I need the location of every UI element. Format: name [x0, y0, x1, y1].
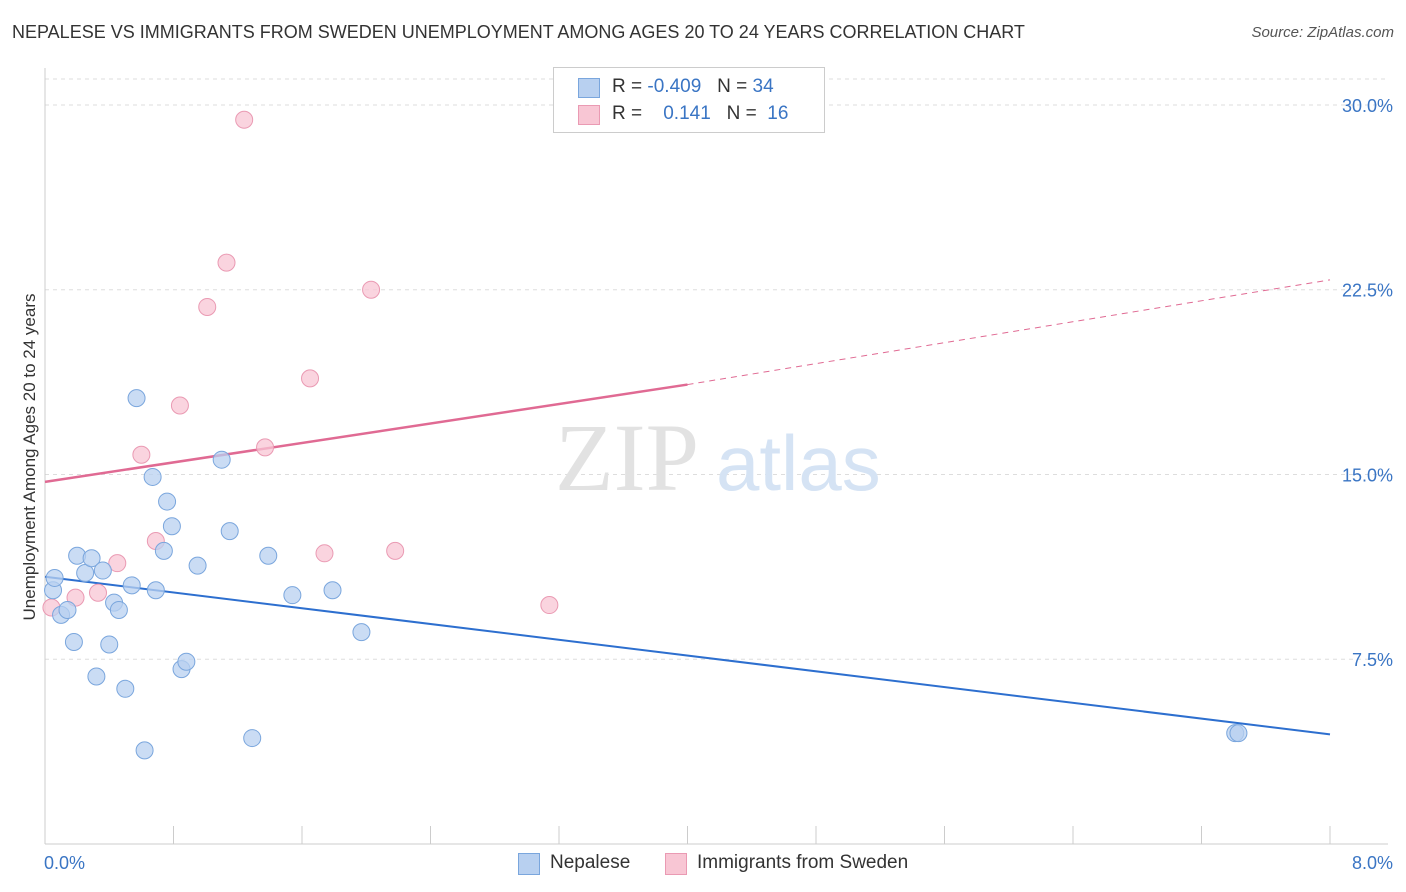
y-tick-label-3: 30.0% [1342, 96, 1393, 116]
point-nepalese-30 [323, 581, 342, 600]
legend-swatch-nepalese [578, 78, 600, 98]
point-sweden-3 [108, 554, 127, 573]
watermark-zip: ZIP [555, 404, 699, 511]
point-nepalese-18 [146, 581, 165, 600]
point-nepalese-31 [352, 623, 371, 642]
point-nepalese-15 [127, 389, 146, 408]
data-points [42, 110, 1248, 760]
y-tick-label-1: 15.0% [1342, 465, 1393, 485]
tick-labels: 7.5% 15.0% 22.5% 30.0% 0.0% 8.0% [44, 96, 1393, 873]
point-sweden-13 [362, 280, 381, 299]
trend-line-nepalese [44, 575, 1331, 736]
point-nepalese-13 [116, 679, 135, 698]
trend-lines [44, 279, 1331, 736]
point-sweden-8 [217, 253, 236, 272]
y-tick-label-0: 7.5% [1352, 650, 1393, 670]
point-sweden-14 [386, 541, 405, 560]
point-nepalese-33 [1229, 724, 1248, 743]
point-sweden-4 [132, 445, 151, 464]
point-nepalese-10 [100, 635, 119, 654]
r-label: R = [612, 76, 643, 97]
point-nepalese-17 [143, 467, 162, 486]
r-value-sweden: 0.141 [663, 103, 711, 124]
bottom-legend-swatch-nepalese [518, 853, 540, 875]
point-sweden-10 [256, 438, 275, 457]
point-nepalese-24 [188, 556, 207, 575]
point-nepalese-27 [243, 729, 262, 748]
y-axis-label: Unemployment Among Ages 20 to 24 years [20, 294, 39, 621]
point-nepalese-12 [109, 600, 128, 619]
point-nepalese-14 [122, 576, 141, 595]
point-nepalese-19 [154, 541, 173, 560]
x-tick-label-1: 8.0% [1352, 853, 1393, 873]
point-nepalese-28 [259, 546, 278, 565]
point-nepalese-21 [162, 517, 181, 536]
trend-line-sweden-extension [687, 279, 1331, 386]
point-nepalese-9 [93, 561, 112, 580]
trend-line-sweden [44, 383, 688, 484]
r-label: R = [612, 103, 643, 124]
point-sweden-9 [235, 110, 254, 129]
bottom-legend-label-nepalese: Nepalese [550, 852, 631, 873]
point-nepalese-7 [82, 549, 101, 568]
n-value-nepalese: 34 [752, 76, 774, 97]
y-tick-label-2: 22.5% [1342, 281, 1393, 301]
stats-legend: R = -0.409 N = 34 R = 0.141 N = 16 [553, 67, 825, 133]
point-sweden-7 [198, 297, 217, 316]
point-nepalese-25 [212, 450, 231, 469]
point-nepalese-16 [135, 741, 154, 760]
axes [44, 68, 1388, 845]
point-nepalese-26 [220, 522, 239, 541]
x-tick-label-0: 0.0% [44, 853, 85, 873]
point-nepalese-1 [45, 568, 64, 587]
gridlines [45, 78, 1388, 660]
point-nepalese-29 [283, 586, 302, 605]
point-nepalese-20 [158, 492, 177, 511]
n-label: N = [717, 76, 748, 97]
bottom-legend-label-sweden: Immigrants from Sweden [697, 852, 909, 873]
point-sweden-15 [540, 596, 559, 615]
source-label: Source: ZipAtlas.com [1251, 24, 1394, 41]
point-nepalese-23 [177, 652, 196, 671]
r-value-nepalese: -0.409 [647, 76, 702, 97]
point-sweden-12 [315, 544, 334, 563]
point-nepalese-4 [64, 632, 83, 651]
chart-title: NEPALESE VS IMMIGRANTS FROM SWEDEN UNEMP… [12, 22, 1025, 42]
n-value-sweden: 16 [767, 103, 789, 124]
bottom-legend-swatch-sweden [665, 853, 687, 875]
point-sweden-11 [301, 369, 320, 388]
point-sweden-2 [89, 583, 108, 602]
point-nepalese-8 [87, 667, 106, 686]
point-sweden-6 [170, 396, 189, 415]
point-nepalese-3 [58, 600, 77, 619]
watermark: ZIP atlas [555, 404, 881, 511]
n-label: N = [726, 103, 757, 124]
watermark-atlas: atlas [716, 419, 881, 507]
legend-swatch-sweden [578, 105, 600, 125]
